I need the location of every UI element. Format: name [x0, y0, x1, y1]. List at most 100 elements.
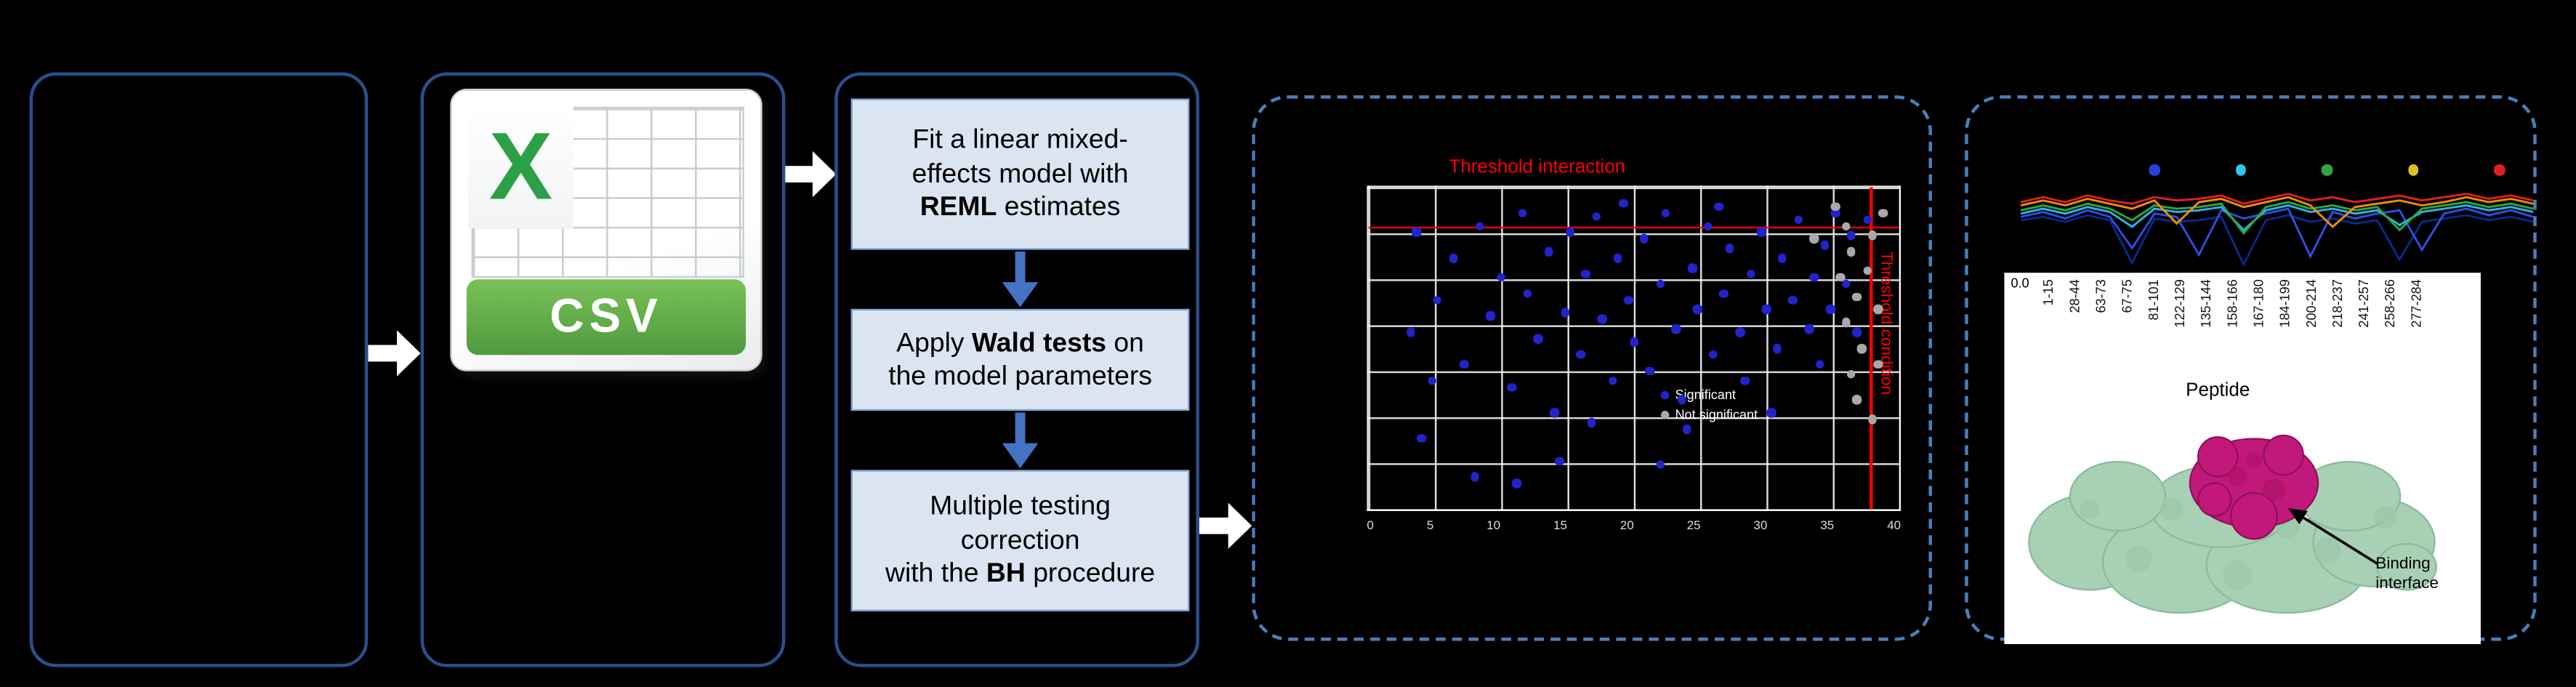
x-tick-label: 15 [1553, 517, 1567, 533]
timepoint-dot-icon [2235, 164, 2246, 175]
condition-threshold-line [1869, 187, 1873, 510]
scatter-point-significant [1640, 234, 1649, 244]
peptide-tick: 241-257 [2349, 279, 2375, 371]
uptake-line [2021, 196, 2534, 228]
step-line: the model parameters [853, 360, 1188, 393]
excel-x-logo: X [468, 103, 573, 229]
scatter-legend: Significant Not significant [1660, 387, 1758, 422]
scatter-point-significant [1470, 473, 1479, 482]
step-text: estimates [997, 192, 1121, 222]
protein-structure-image [2028, 434, 2438, 614]
scatter-point-significant [1724, 244, 1734, 254]
step-bh-box: Multiple testing correction with the BH pr… [850, 470, 1190, 611]
scatter-point-significant [1804, 324, 1814, 334]
scatter-point-significant [1449, 253, 1458, 263]
x-tick-label: 0 [1367, 517, 1374, 533]
scatter-point-significant [1497, 273, 1506, 282]
scatter-point-significant [1756, 228, 1766, 237]
scatter-point-significant [1587, 417, 1596, 427]
peptide-tick-label: 28-44 [2067, 279, 2082, 313]
flow-arrow-icon [1199, 502, 1252, 549]
scatter-point-nonsignificant [1846, 247, 1856, 257]
scatter-point-significant [1576, 350, 1585, 360]
scatter-point-nonsignificant [1841, 318, 1851, 327]
timepoint-dot-icon [2407, 164, 2419, 175]
scatter-point-nonsignificant [1862, 266, 1872, 276]
csv-panel: X CSV [420, 72, 786, 667]
scatter-point-nonsignificant [1873, 305, 1883, 315]
peptide-tick: 63-73 [2086, 279, 2112, 371]
scatter-point-significant [1793, 214, 1803, 225]
peptide-tick-label: 200-214 [2303, 279, 2319, 328]
peptide-tick: 167-180 [2244, 279, 2270, 371]
peptide-tick-label: 184-199 [2277, 279, 2293, 328]
interpretation-panel: 0.0 1-15 28-44 63-73 67-75 81-101 122-129 135-… [1965, 95, 2537, 644]
uptake-profile-chart [2021, 193, 2534, 267]
peptide-tick: 184-199 [2271, 279, 2297, 371]
interaction-threshold-line [1368, 225, 1899, 229]
model-panel: Fit a linear mixed-effects model with REM… [834, 72, 1199, 667]
scatter-point-significant [1740, 376, 1750, 385]
step-line: with the BH procedure [853, 558, 1188, 591]
peptide-tick: 1-15 [2034, 279, 2060, 371]
step-text: Apply [896, 328, 972, 358]
peptide-tick-label: 63-73 [2093, 279, 2109, 313]
peptide-tick: 81-101 [2139, 279, 2165, 371]
scatter-point-nonsignificant [1841, 221, 1851, 231]
x-tick-label: 30 [1753, 517, 1768, 533]
uptake-line [2021, 204, 2534, 232]
step-text: Fit a linear mixed- [912, 125, 1128, 156]
scatter-point-significant [1565, 228, 1575, 237]
scatter-point-nonsignificant [1836, 273, 1846, 282]
peptide-tick-label: 1-15 [2040, 279, 2056, 306]
uptake-line [2021, 201, 2534, 236]
timepoint-dot-icon [2321, 164, 2333, 175]
scatter-point-significant [1777, 253, 1787, 263]
scatter-point-significant [1507, 382, 1517, 392]
scatter-point-significant [1645, 366, 1654, 376]
scatter-point-significant [1693, 305, 1702, 315]
scatter-point-nonsignificant [1852, 292, 1861, 302]
scatter-point-significant [1550, 408, 1559, 417]
scatter-point-nonsignificant [1809, 234, 1819, 244]
scatter-point-significant [1406, 327, 1416, 337]
legend-entry: Significant [1660, 387, 1758, 402]
legend-entry: Not significant [1660, 406, 1758, 422]
scatter-point-significant [1820, 241, 1830, 250]
scatter-point-significant [1417, 433, 1426, 443]
scatter-point-significant [1772, 343, 1782, 353]
peptide-tick: 28-44 [2060, 279, 2086, 371]
step-text: procedure [1025, 558, 1156, 589]
binding-interface-region [2189, 434, 2319, 540]
step-line: REML estimates [853, 191, 1188, 225]
annotation-arrow [2287, 507, 2378, 565]
x-tick-label: 20 [1619, 517, 1634, 533]
scatter-point-nonsignificant [1857, 343, 1867, 353]
legend-dot-icon [1660, 409, 1669, 419]
peptide-tick: 135-144 [2191, 279, 2218, 371]
scatter-point-significant [1624, 295, 1633, 305]
step-text: effects model with [911, 158, 1129, 189]
scatter-x-ticks: 0 5 10 15 20 25 30 35 40 [1367, 518, 1901, 532]
scatter-point-significant [1512, 478, 1522, 489]
scatter-point-nonsignificant [1878, 208, 1888, 218]
scatter-point-significant [1671, 324, 1681, 334]
scatter-point-nonsignificant [1852, 395, 1861, 405]
scatter-point-significant [1735, 327, 1744, 337]
flow-arrow-icon [368, 330, 421, 377]
step-keyword: Wald tests [971, 328, 1107, 358]
scatter-point-significant [1592, 212, 1601, 221]
step-line: effects model with [853, 157, 1188, 190]
scatter-point-significant [1714, 202, 1723, 212]
peptide-tick: 258-266 [2375, 279, 2402, 371]
step-wald-box: Apply Wald tests on the model parameters [850, 308, 1190, 411]
down-arrow-icon [1002, 412, 1039, 469]
scatter-point-significant [1677, 395, 1686, 405]
binding-interface-label: Binding interface [2375, 555, 2439, 592]
peptide-tick: 277-284 [2402, 279, 2428, 371]
threshold-condition-label: Threshold condition [1876, 252, 1895, 395]
binding-interface-texture [2227, 451, 2285, 502]
csv-file-icon: X CSV [450, 89, 762, 371]
peptide-tick-label: 122-129 [2172, 279, 2188, 328]
